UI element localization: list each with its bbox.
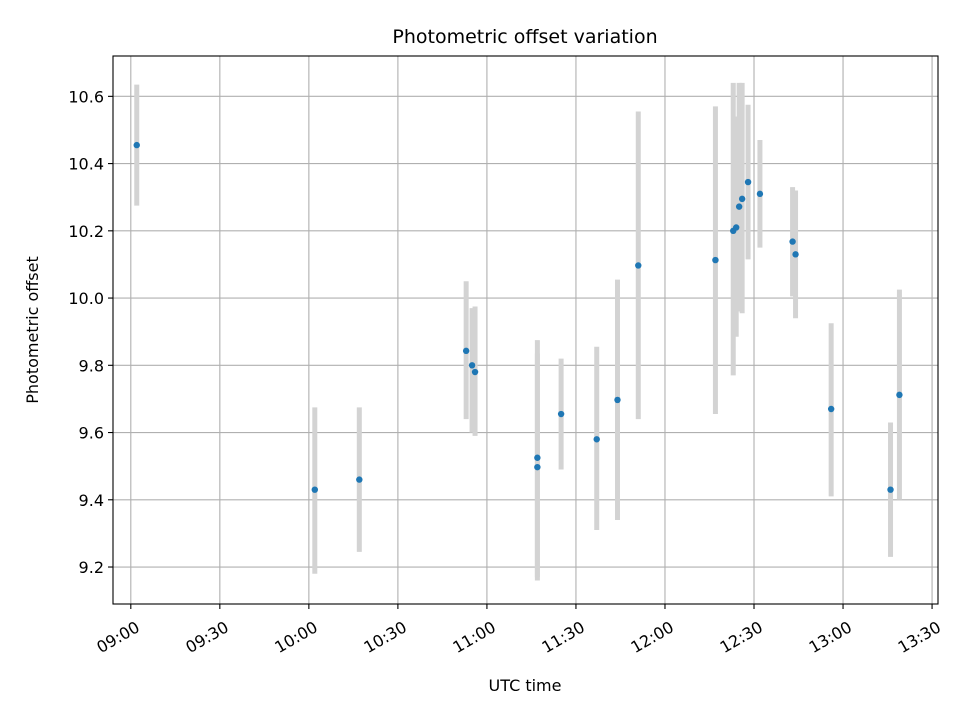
data-point (614, 396, 621, 404)
data-point (792, 251, 799, 258)
y-tick-label: 10.4 (68, 155, 104, 174)
data-point (635, 262, 642, 269)
error-bars (134, 82, 902, 581)
data-point (593, 436, 600, 443)
data-point (735, 203, 743, 210)
x-tick-label: 09:30 (182, 617, 231, 657)
x-tick-label: 13:30 (895, 617, 944, 657)
data-point (557, 410, 565, 418)
data-points (133, 141, 903, 493)
plot-frame (112, 55, 939, 605)
data-point (887, 486, 894, 493)
data-point (356, 476, 363, 483)
data-point (534, 463, 541, 471)
data-point (468, 362, 476, 369)
data-point (756, 190, 764, 198)
grid (113, 56, 938, 604)
data-point (744, 178, 752, 186)
data-point (311, 486, 318, 493)
x-tick-label: 10:00 (271, 617, 320, 657)
x-axis-ticks: 09:00 09:30 10:00 10:30 11:00 11:30 12:00 12:30… (93, 604, 944, 657)
y-tick-label: 10.2 (68, 222, 104, 241)
data-point (133, 141, 140, 149)
y-tick-label: 9.2 (79, 558, 104, 577)
y-tick-label: 10.0 (68, 289, 104, 308)
x-tick-label: 09:00 (93, 617, 142, 657)
data-point (471, 368, 479, 376)
y-axis-label: Photometric offset (23, 256, 42, 404)
chart-title: Photometric offset variation (392, 26, 657, 48)
x-tick-label: 11:00 (449, 617, 498, 657)
x-tick-label: 10:30 (360, 617, 409, 657)
data-point (738, 195, 746, 203)
data-point (789, 238, 796, 245)
y-tick-label: 9.6 (79, 424, 104, 443)
data-point (462, 347, 470, 355)
data-point (827, 405, 835, 413)
data-point (733, 224, 740, 231)
y-axis-ticks: 9.2 9.4 9.6 9.8 10.0 10.2 10.4 10.6 (68, 87, 113, 577)
x-axis-label: UTC time (489, 676, 562, 695)
data-point (534, 454, 541, 461)
data-point (896, 391, 903, 399)
y-tick-label: 9.8 (79, 356, 104, 375)
y-tick-label: 10.6 (68, 87, 104, 106)
x-tick-label: 13:00 (806, 617, 855, 657)
data-point (712, 256, 719, 264)
x-tick-label: 12:30 (717, 617, 766, 657)
x-tick-label: 12:00 (628, 617, 677, 657)
y-tick-label: 9.4 (79, 491, 104, 510)
x-tick-label: 11:30 (539, 617, 588, 657)
